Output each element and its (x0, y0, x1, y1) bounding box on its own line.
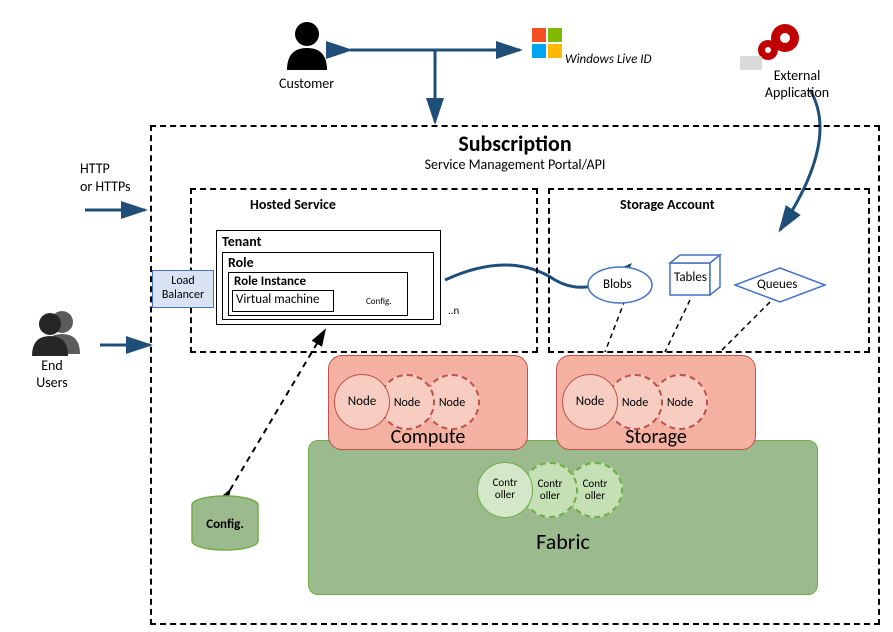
tables-label: Tables (674, 270, 707, 285)
vm-label: Virtual machine (236, 292, 319, 307)
lb-l1: Load (171, 274, 194, 288)
role-label: Role (228, 254, 254, 271)
external-label: ExternalApplication (752, 68, 842, 102)
ctrl-1: Controller (477, 462, 533, 518)
node-s1: Node (562, 374, 618, 430)
end-users-label: EndUsers (22, 358, 82, 392)
customer-label: Customer (279, 75, 334, 92)
http-label: HTTPor HTTPs (80, 160, 130, 196)
compute-label: Compute (328, 425, 528, 449)
winlive-label: Windows Live ID (565, 52, 652, 67)
subscription-title: Subscription (150, 130, 880, 157)
load-balancer-box: Load Balancer (152, 270, 214, 308)
queues-label: Queues (757, 277, 797, 292)
role-instance-label: Role Instance (234, 274, 306, 289)
node-c1: Node (334, 374, 390, 430)
tenant-label: Tenant (222, 233, 261, 250)
storage-account-label: Storage Account (620, 196, 715, 213)
blobs-label: Blobs (603, 277, 632, 292)
config-big: Config. (190, 495, 260, 550)
fabric-label: Fabric (308, 528, 818, 555)
lb-l2: Balancer (162, 288, 204, 302)
smp-label: Service Management Portal/API (150, 156, 880, 173)
storage-label: Storage (556, 425, 756, 449)
config-small-label: Config. (366, 296, 392, 307)
hosted-service-label: Hosted Service (250, 196, 336, 213)
